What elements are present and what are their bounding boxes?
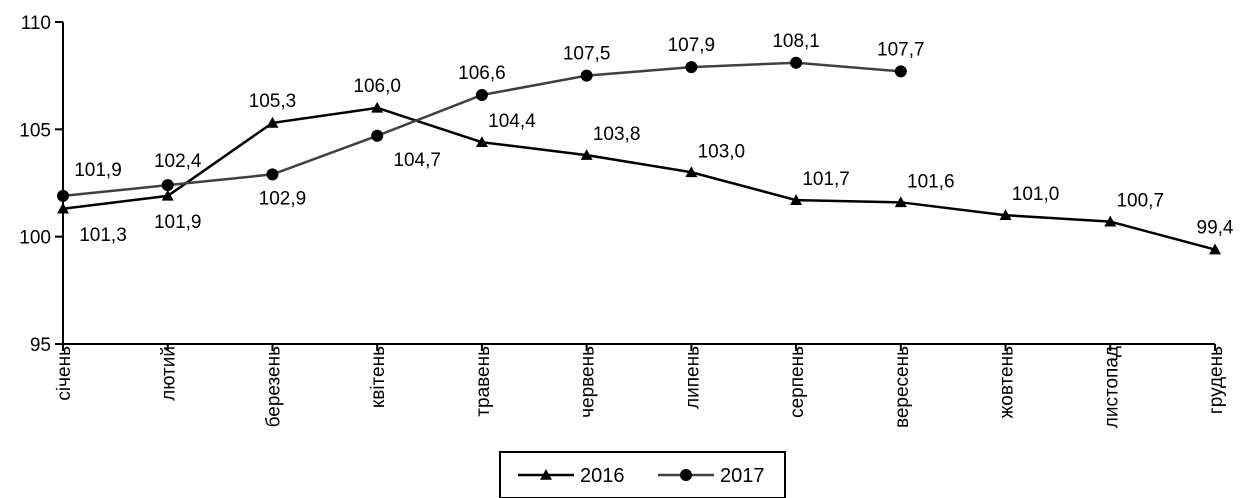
data-label-2017: 101,9 <box>74 160 122 181</box>
data-label-2017: 102,4 <box>154 151 202 172</box>
data-point-2016 <box>1209 243 1221 255</box>
data-label-2016: 101,7 <box>802 169 850 190</box>
data-point-2016 <box>371 101 384 113</box>
data-point-2016 <box>999 209 1012 220</box>
chart-axes: 95 100 105 110 січень лютий березень квітень тра… <box>19 13 1227 428</box>
chart-data-labels: 101,3 101,9 105,3 106,0 104,4 103,8 103,0 101,7… <box>74 31 1234 246</box>
data-point-2016 <box>580 149 593 160</box>
data-point-2016 <box>1104 215 1117 227</box>
y-tick-label: 95 <box>30 335 51 356</box>
data-point-2016 <box>266 116 279 128</box>
x-category-label: лютий <box>159 346 180 401</box>
x-category-label: листопад <box>1101 346 1122 428</box>
chart-lines <box>57 56 1221 255</box>
x-category-label: серпень <box>787 346 808 418</box>
data-label-2017: 107,7 <box>877 39 925 60</box>
series-line-2016 <box>62 106 1216 251</box>
x-category-label: грудень <box>1206 346 1227 414</box>
data-label-2016: 101,6 <box>907 171 955 192</box>
data-point-2016 <box>894 196 907 208</box>
data-point-2016 <box>475 136 488 148</box>
data-label-2016: 101,9 <box>154 212 202 233</box>
data-label-2017: 107,5 <box>563 44 611 65</box>
data-label-2016: 101,0 <box>1012 184 1060 205</box>
data-point-2017 <box>266 168 279 181</box>
data-point-2017 <box>371 129 384 142</box>
data-label-2016: 103,0 <box>698 141 746 162</box>
data-point-2017 <box>475 88 488 101</box>
data-point-2016 <box>161 189 174 201</box>
data-point-2017 <box>57 189 69 202</box>
legend-marker-2017 <box>680 469 692 481</box>
y-tick-label: 100 <box>19 228 51 249</box>
data-point-2016 <box>685 166 698 178</box>
legend-label-2017: 2017 <box>720 465 765 487</box>
data-label-2016: 100,7 <box>1116 191 1164 212</box>
data-point-2017 <box>790 56 803 69</box>
data-label-2017: 102,9 <box>259 188 307 209</box>
x-category-label: травень <box>473 346 494 417</box>
x-category-label: жовтень <box>997 346 1018 419</box>
data-label-2016: 106,0 <box>353 76 401 97</box>
chart-legend: 2016 2017 <box>499 451 786 498</box>
y-tick-label: 110 <box>21 13 51 34</box>
data-label-2016: 105,3 <box>249 91 297 112</box>
data-label-2017: 106,6 <box>458 63 506 84</box>
x-category-label: липень <box>682 346 703 409</box>
data-point-2017 <box>161 179 174 192</box>
legend-label-2016: 2016 <box>580 465 625 487</box>
data-label-2017: 108,1 <box>772 31 820 52</box>
data-point-2017 <box>580 69 593 82</box>
data-label-2016: 104,4 <box>488 111 536 132</box>
y-tick-label: 105 <box>19 120 51 141</box>
x-category-label: січень <box>54 346 75 401</box>
x-category-label: червень <box>578 346 599 418</box>
data-label-2016: 101,3 <box>79 225 127 246</box>
x-category-label: вересень <box>892 346 913 428</box>
data-point-2017 <box>894 65 907 78</box>
data-point-2016 <box>790 194 803 205</box>
x-category-label: квітень <box>368 346 389 408</box>
data-label-2017: 107,9 <box>668 35 716 56</box>
x-category-label: березень <box>263 346 284 428</box>
legend-marker-2016 <box>540 469 552 480</box>
data-label-2016: 99,4 <box>1197 218 1234 239</box>
data-label-2017: 104,7 <box>393 150 441 171</box>
data-label-2016: 103,8 <box>593 124 641 145</box>
data-point-2017 <box>685 61 698 74</box>
data-point-2016 <box>57 202 69 214</box>
